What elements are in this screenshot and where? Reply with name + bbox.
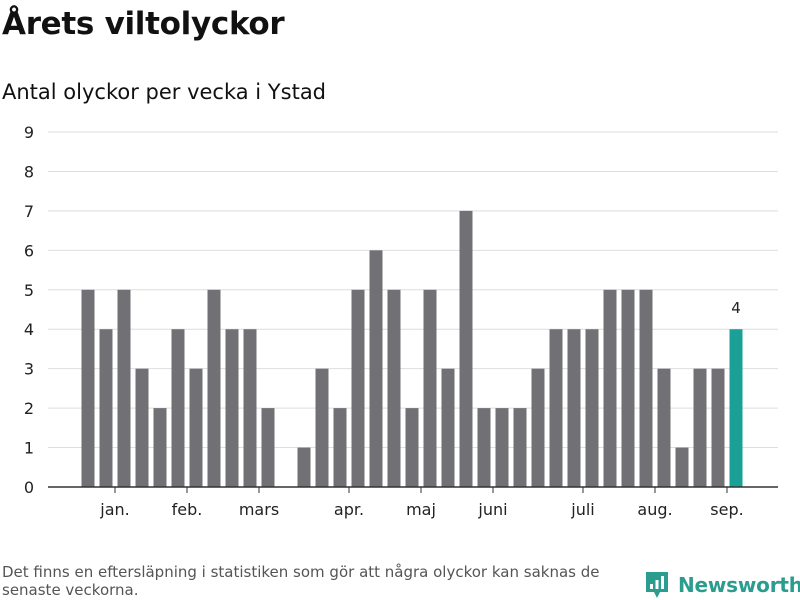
bar — [261, 408, 275, 487]
bar — [171, 329, 185, 487]
bar — [477, 408, 491, 487]
chart-subtitle: Antal olyckor per vecka i Ystad — [2, 80, 327, 104]
y-tick-label: 3 — [24, 360, 34, 379]
x-tick-label: jan. — [99, 500, 129, 519]
bar — [315, 368, 329, 487]
y-tick-label: 1 — [24, 439, 34, 458]
bar — [333, 408, 347, 487]
x-tick-label: feb. — [172, 500, 203, 519]
bar — [495, 408, 509, 487]
bar — [531, 368, 545, 487]
bar — [405, 408, 419, 487]
bar-highlight — [729, 329, 743, 487]
y-tick-label: 2 — [24, 399, 34, 418]
bar — [657, 368, 671, 487]
bar — [189, 368, 203, 487]
x-tick-label: juli — [570, 500, 594, 519]
bar — [585, 329, 599, 487]
x-tick-label: apr. — [334, 500, 364, 519]
bar — [441, 368, 455, 487]
y-tick-label: 5 — [24, 281, 34, 300]
y-tick-label: 7 — [24, 202, 34, 221]
y-tick-label: 8 — [24, 162, 34, 181]
bar — [99, 329, 113, 487]
y-axis-ticks: 0 1 2 3 4 5 6 7 8 9 — [24, 123, 34, 497]
bar — [81, 289, 95, 487]
x-tick-label: juni — [477, 500, 507, 519]
bar — [387, 289, 401, 487]
bar — [117, 289, 131, 487]
bar — [153, 408, 167, 487]
x-tick-label: maj — [406, 500, 436, 519]
gridlines — [48, 131, 778, 449]
x-tick-label: aug. — [637, 500, 672, 519]
bar — [621, 289, 635, 487]
data-labels: 4 — [731, 299, 741, 317]
data-label: 4 — [731, 299, 741, 317]
brand[interactable]: Newsworthy — [644, 570, 800, 600]
y-tick-label: 4 — [24, 320, 34, 339]
bars — [81, 210, 743, 487]
bar — [423, 289, 437, 487]
footnote: Det finns en eftersläpning i statistiken… — [2, 563, 600, 599]
chart-title: Årets viltolyckor — [2, 6, 285, 42]
bar — [693, 368, 707, 487]
x-tick-label: mars — [239, 500, 279, 519]
bar — [567, 329, 581, 487]
bar — [225, 329, 239, 487]
bar — [297, 447, 311, 487]
newsworthy-logo-icon — [646, 572, 668, 598]
bar — [243, 329, 257, 487]
bar — [711, 368, 725, 487]
bar — [513, 408, 527, 487]
bar — [603, 289, 617, 487]
bar — [639, 289, 653, 487]
bar — [135, 368, 149, 487]
bar — [675, 447, 689, 487]
x-tick-label: sep. — [710, 500, 743, 519]
x-axis-ticks: jan. feb. mars apr. maj juni juli aug. sep. — [99, 487, 744, 519]
y-tick-label: 0 — [24, 478, 34, 497]
bar — [207, 289, 221, 487]
brand-name: Newsworthy — [678, 573, 800, 597]
y-tick-label: 9 — [24, 123, 34, 142]
bar — [459, 210, 473, 487]
bar — [549, 329, 563, 487]
y-tick-label: 6 — [24, 241, 34, 260]
bar — [351, 289, 365, 487]
bar — [369, 250, 383, 487]
